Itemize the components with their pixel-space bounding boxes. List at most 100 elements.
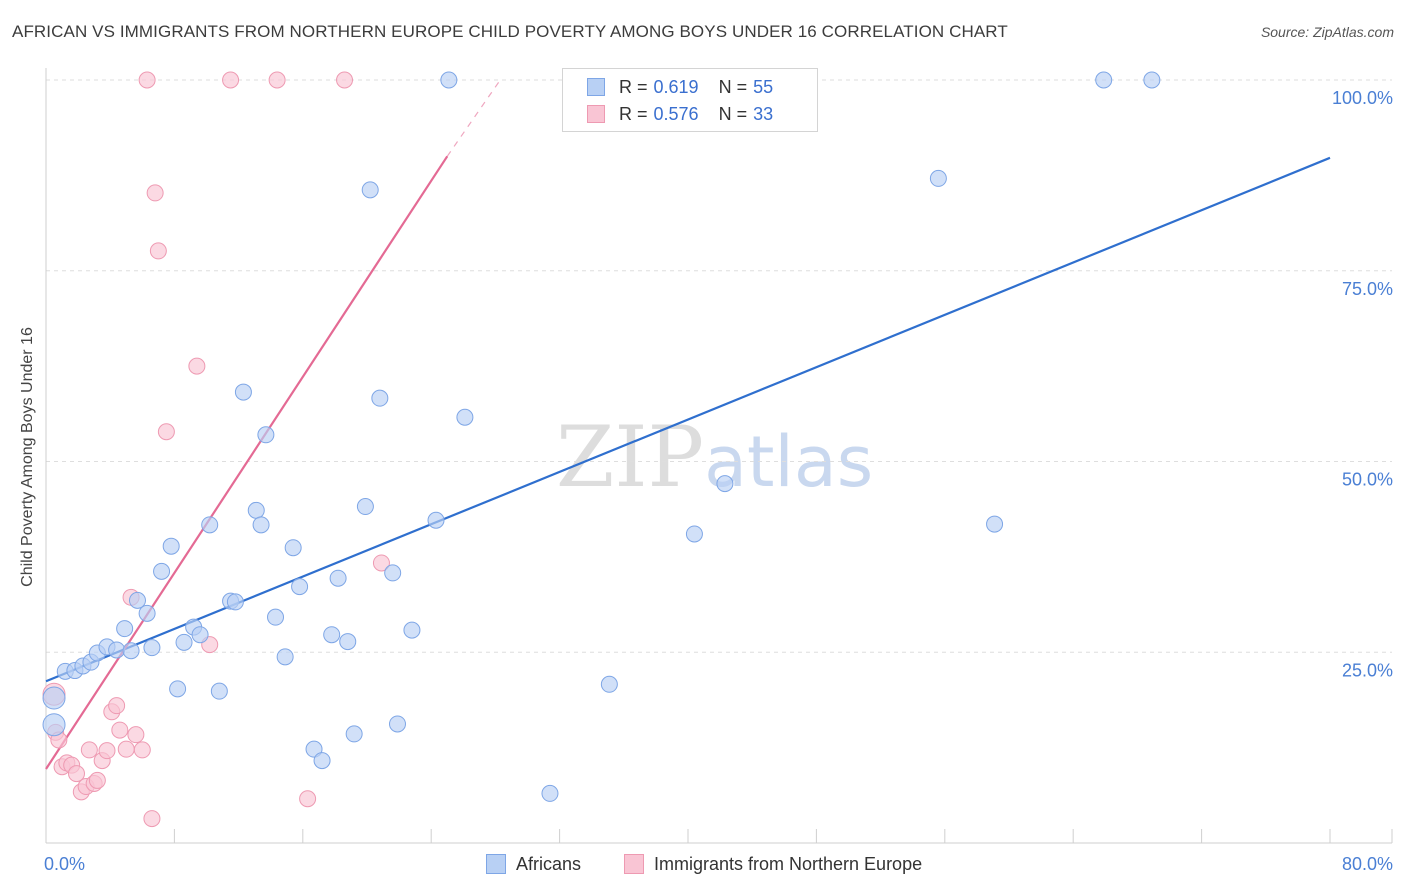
immigrants-legend-swatch [624,854,644,874]
africans-point [403,621,421,639]
immigrants-point [299,790,317,808]
x-tick-label: 80.0% [1342,854,1393,874]
chart-title: AFRICAN VS IMMIGRANTS FROM NORTHERN EURO… [12,22,1008,41]
africans-point [143,639,161,657]
africans-point [201,516,219,534]
immigrants-trendline-extension [446,79,501,157]
gridlines [46,79,1392,653]
africans-point [162,537,180,555]
x-tick-label: 0.0% [44,854,85,874]
n-label: N = [718,103,748,124]
immigrants-legend-label: Immigrants from Northern Europe [654,853,923,874]
africans-swatch [587,78,605,96]
africans-point [361,181,379,199]
africans-point [929,169,947,187]
immigrants-point [108,697,126,715]
legend-row-immigrants: R = 0.576 N = 33 [587,102,773,126]
immigrants-point [222,71,240,89]
africans-point [291,578,309,596]
africans-point [329,569,347,587]
africans-point [323,626,341,644]
legend-row-africans: R = 0.619 N = 55 [587,75,773,99]
africans-point [234,383,252,401]
immigrants-trendline [45,155,449,770]
immigrants-swatch [587,105,605,123]
africans-point [313,752,331,770]
africans-point [267,608,285,626]
immigrants-point [157,423,175,441]
bottom-legend-immigrants[interactable]: Immigrants from Northern Europe [624,852,922,876]
africans-point [128,591,146,609]
data-points [42,71,1161,828]
africans-point [276,648,294,666]
y-tick-label: 100.0% [1332,88,1393,108]
africans-point [122,642,140,660]
africans-point [257,426,275,444]
watermark-zip: ZIP [556,408,705,506]
immigrants-point [133,741,151,759]
y-tick-label: 75.0% [1342,279,1393,299]
africans-point [685,525,703,543]
africans-point [169,680,187,698]
africans-point [210,682,228,700]
africans-point [384,564,402,582]
africans-legend-swatch [486,854,506,874]
africans-point [541,784,559,802]
watermark-atlas: atlas [704,421,874,503]
immigrants-point [98,742,116,760]
africans-point [1143,71,1161,89]
africans-point [356,498,374,516]
africans-point [371,389,389,407]
y-tick-label: 50.0% [1342,470,1393,490]
immigrants-point [372,554,390,572]
africans-point [427,511,445,529]
africans-point [247,501,265,519]
africans-point [42,713,66,737]
africans-n-value: 55 [753,76,774,97]
africans-point [175,633,193,651]
immigrants-n-value: 33 [753,103,774,124]
africans-point [440,71,458,89]
africans-trendline [45,156,1331,683]
trendlines [45,79,1331,770]
immigrants-point [146,184,164,202]
axes [45,68,1393,844]
immigrants-r-value: 0.576 [653,103,699,124]
immigrants-point [188,357,206,375]
immigrants-point [143,810,161,828]
immigrants-point [268,71,286,89]
stats-legend: R = 0.619 N = 55 R = 0.576 N = 33 [562,68,818,132]
africans-point [153,562,171,580]
immigrants-point [149,242,167,260]
africans-point [600,675,618,693]
immigrants-point [138,71,156,89]
africans-point [339,633,357,651]
source-label: Source: ZipAtlas.com [1260,24,1394,40]
africans-point [116,620,134,638]
y-tick-label: 25.0% [1342,660,1393,680]
africans-point [138,604,156,622]
immigrants-point [67,765,85,783]
immigrants-point [111,721,129,739]
africans-point [284,539,302,557]
africans-point [986,515,1004,533]
africans-legend-label: Africans [516,853,582,874]
africans-point [388,715,406,733]
bottom-legend-africans[interactable]: Africans [486,852,581,876]
immigrants-point [336,71,354,89]
africans-point [716,475,734,493]
africans-point [456,408,474,426]
immigrants-point [80,741,98,759]
watermark: ZIPatlas [556,408,873,506]
africans-point [345,725,363,743]
africans-r-value: 0.619 [653,76,699,97]
immigrants-point [88,771,106,789]
africans-point [252,516,270,534]
immigrants-point [117,740,135,758]
r-label: R = [619,76,648,97]
africans-point [191,626,209,644]
n-label: N = [718,76,748,97]
tick-labels: 25.0% 50.0% 75.0% 100.0% 0.0% 80.0% [44,88,1393,874]
immigrants-point [127,726,145,744]
